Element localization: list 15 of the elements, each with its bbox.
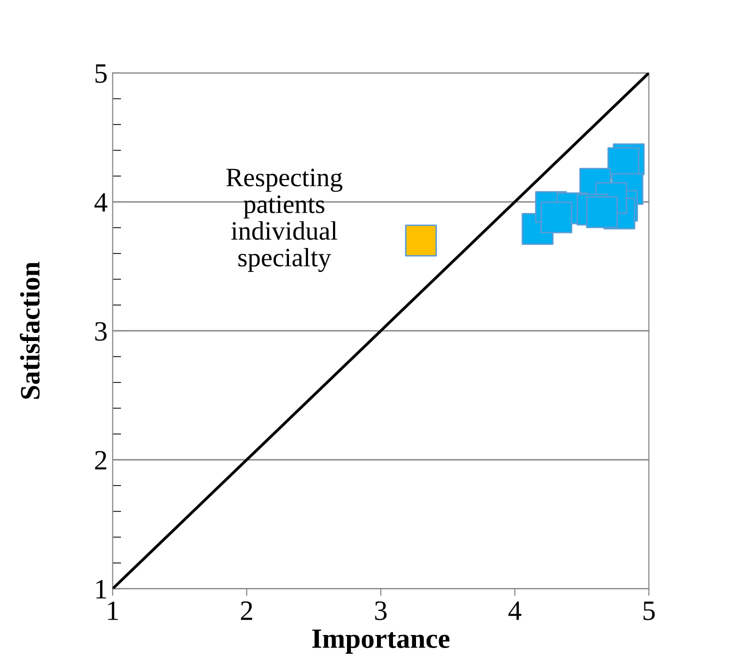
y-tick-label: 3 xyxy=(95,322,107,341)
annotation: Respecting patients individual specialty xyxy=(226,168,342,272)
y-tick-label: 4 xyxy=(94,193,108,212)
x-tick-label: 5 xyxy=(644,602,655,620)
x-tick-label: 2 xyxy=(240,601,252,620)
point xyxy=(586,196,618,228)
y-tick-label: 2 xyxy=(95,451,106,470)
y-tick-label: 5 xyxy=(96,64,107,83)
y-axis-title: Satisfaction xyxy=(20,262,40,399)
point xyxy=(540,201,572,234)
x-tick-label: 3 xyxy=(375,601,387,620)
y-tick-label: 1 xyxy=(96,580,106,598)
x-axis-title: Importance xyxy=(312,630,450,654)
x-tick-label: 4 xyxy=(508,602,522,620)
point xyxy=(405,224,437,256)
